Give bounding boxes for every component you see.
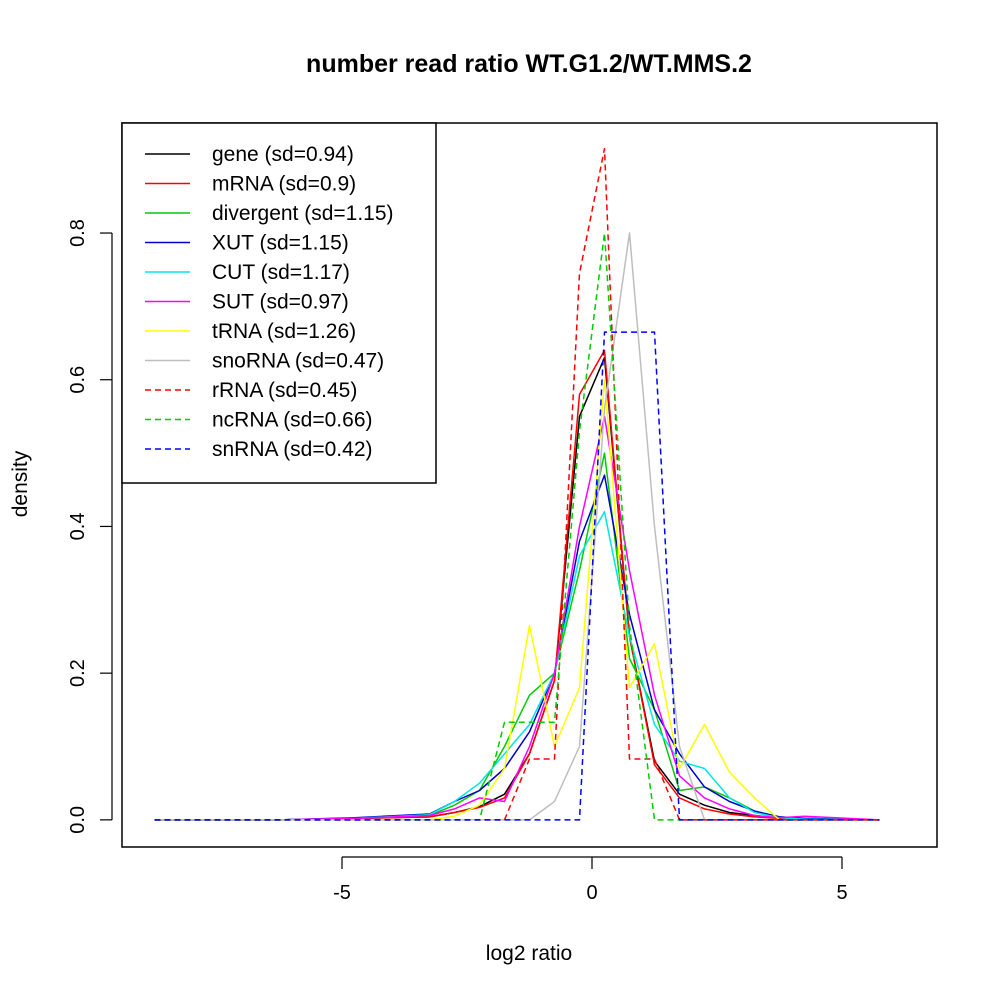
y-tick-label: 0.0 [67,806,89,834]
legend-label-3: XUT (sd=1.15) [212,232,349,255]
chart-title: number read ratio WT.G1.2/WT.MMS.2 [306,50,752,78]
series-line-9 [154,232,880,821]
series-line-2 [154,452,880,821]
y-axis-label: density [9,450,32,517]
x-axis-label: log2 ratio [486,942,572,965]
axes-layer: -5 0 5 0.0 0.2 0.4 0.6 0.8 [67,122,938,904]
series-line-1 [154,349,880,821]
x-tick-label: 0 [586,882,597,904]
y-tick-label: 0.6 [67,366,89,394]
legend-label-9: ncRNA (sd=0.66) [212,409,373,432]
legend-label-10: snRNA (sd=0.42) [212,438,373,461]
series-layer [154,147,880,821]
legend-label-4: CUT (sd=1.17) [212,261,350,284]
y-tick-label: 0.2 [67,659,89,687]
y-tick-label: 0.4 [67,513,89,541]
legend-label-6: tRNA (sd=1.26) [212,320,356,343]
legend-label-1: mRNA (sd=0.9) [212,173,356,196]
series-line-3 [154,474,880,821]
x-tick-label: 5 [836,882,847,904]
legend-label-2: divergent (sd=1.15) [212,202,394,225]
legend-label-8: rRNA (sd=0.45) [212,379,357,402]
plot-frame [121,122,938,848]
series-line-6 [154,378,880,821]
series-line-7 [154,232,880,821]
y-tick-label: 0.8 [67,219,89,247]
legend-label-5: SUT (sd=0.97) [212,291,349,314]
series-line-10 [154,331,880,821]
x-tick-label: -5 [333,882,351,904]
series-line-5 [154,415,880,821]
legend: gene (sd=0.94) mRNA (sd=0.9) divergent (sd… [121,122,437,484]
legend-label-0: gene (sd=0.94) [212,143,354,166]
legend-label-7: snoRNA (sd=0.47) [212,350,384,373]
